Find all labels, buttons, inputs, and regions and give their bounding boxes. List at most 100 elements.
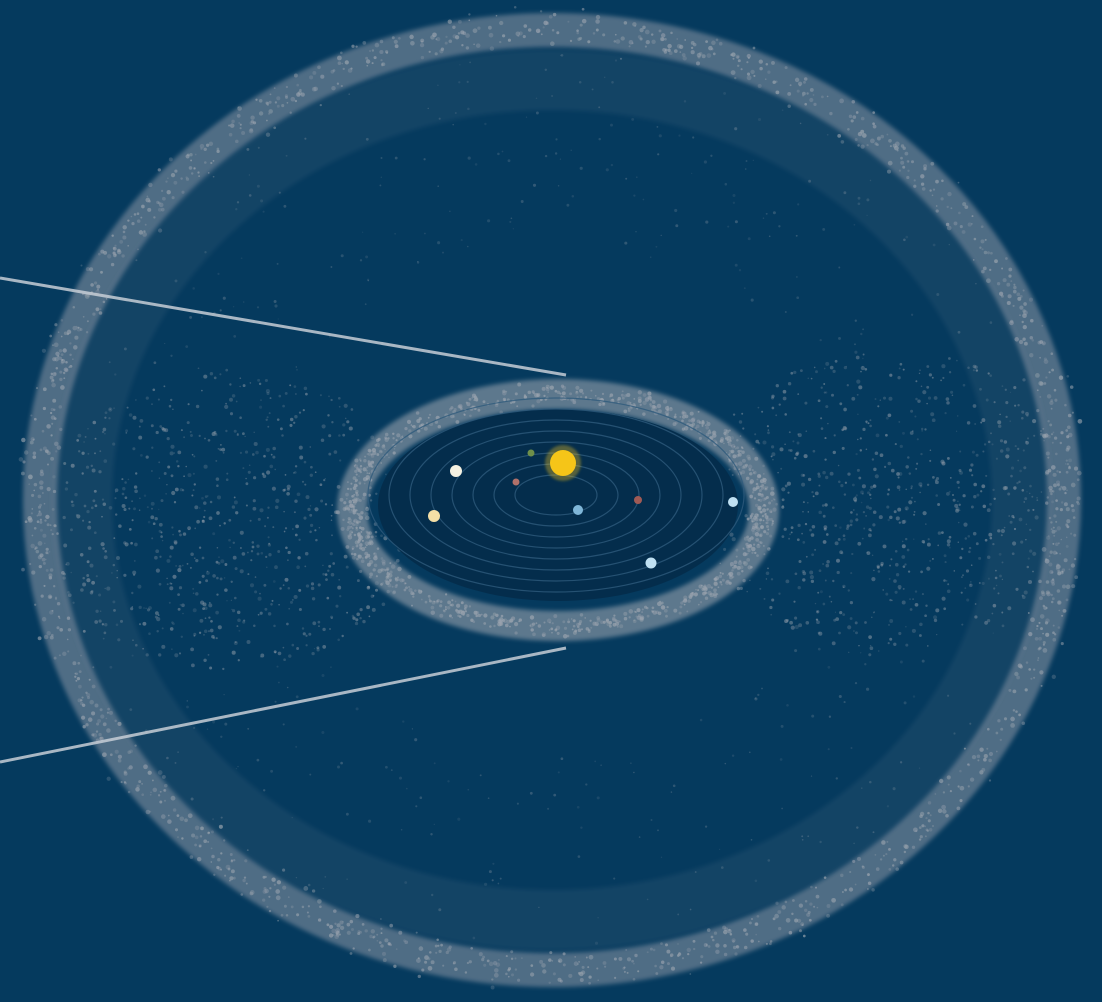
dust-particle <box>898 169 902 172</box>
dust-particle <box>245 477 247 480</box>
dust-particle <box>576 396 579 399</box>
dust-particle <box>357 513 361 517</box>
dust-particle <box>291 643 295 647</box>
dust-particle <box>192 608 197 613</box>
dust-particle <box>815 618 818 621</box>
dust-particle <box>263 789 266 792</box>
dust-particle <box>1066 445 1071 450</box>
dust-particle <box>657 601 662 607</box>
dust-particle <box>229 853 233 856</box>
dust-particle <box>966 598 970 602</box>
dust-particle <box>854 138 858 141</box>
dust-particle <box>470 618 474 622</box>
dust-particle <box>378 449 383 454</box>
dust-particle <box>455 420 460 424</box>
dust-particle <box>195 558 199 563</box>
dust-particle <box>141 793 145 797</box>
dust-particle <box>1010 723 1015 728</box>
dust-particle <box>943 554 947 558</box>
dust-particle <box>588 954 594 960</box>
dust-particle <box>507 38 511 42</box>
dust-particle <box>236 201 240 204</box>
dust-particle <box>284 577 289 582</box>
dust-particle <box>287 550 291 555</box>
dust-particle <box>75 679 78 682</box>
dust-particle <box>942 376 945 380</box>
dust-particle <box>590 389 593 392</box>
dust-particle <box>296 83 300 87</box>
dust-particle <box>794 624 799 630</box>
dust-particle <box>137 248 139 251</box>
dust-particle <box>887 518 890 522</box>
dust-particle <box>751 546 756 552</box>
dust-particle <box>1059 552 1061 555</box>
dust-particle <box>232 541 236 545</box>
dust-particle <box>839 98 844 104</box>
dust-particle <box>946 225 952 231</box>
dust-particle <box>1009 520 1013 524</box>
dust-particle <box>1015 587 1019 591</box>
dust-particle <box>767 528 770 531</box>
dust-particle <box>94 452 96 455</box>
dust-particle <box>339 497 344 502</box>
dust-particle <box>197 857 202 862</box>
dust-particle <box>769 942 772 946</box>
dust-particle <box>358 467 363 472</box>
dust-particle <box>331 534 333 537</box>
dust-particle <box>1062 609 1067 613</box>
dust-particle <box>674 421 678 425</box>
dust-particle <box>557 771 560 774</box>
dust-particle <box>488 32 494 38</box>
dust-particle <box>663 399 668 404</box>
dust-particle <box>988 779 992 782</box>
dust-particle <box>868 635 872 639</box>
dust-particle <box>197 171 200 174</box>
dust-particle <box>865 448 868 451</box>
dust-particle <box>959 769 962 773</box>
dust-particle <box>781 505 785 509</box>
dust-particle <box>46 424 51 429</box>
dust-particle <box>477 613 482 618</box>
dust-particle <box>350 408 354 411</box>
dust-particle <box>151 470 153 472</box>
dust-particle <box>595 19 600 24</box>
dust-particle <box>352 511 356 515</box>
dust-particle <box>1016 675 1020 680</box>
dust-particle <box>673 415 677 419</box>
dust-particle <box>380 568 385 572</box>
dust-particle <box>788 431 791 434</box>
dust-particle <box>639 37 643 41</box>
dust-particle <box>875 867 880 871</box>
dust-particle <box>321 730 325 735</box>
dust-particle <box>225 864 231 870</box>
dust-particle <box>208 616 211 619</box>
dust-particle <box>377 568 382 574</box>
dust-particle <box>803 908 808 913</box>
dust-particle <box>1051 597 1055 601</box>
dust-particle <box>464 604 468 609</box>
dust-particle <box>1009 320 1014 326</box>
dust-particle <box>1053 514 1057 518</box>
dust-particle <box>324 573 328 576</box>
dust-particle <box>1042 640 1046 645</box>
dust-particle <box>117 754 123 759</box>
dust-particle <box>94 504 98 508</box>
dust-particle <box>384 436 387 439</box>
dust-particle <box>826 560 830 564</box>
dust-particle <box>88 678 91 681</box>
dust-particle <box>235 511 239 515</box>
dust-particle <box>794 649 798 653</box>
dust-particle <box>825 361 830 366</box>
dust-particle <box>1025 440 1028 443</box>
dust-particle <box>245 504 248 507</box>
dust-particle <box>555 625 561 631</box>
dust-particle <box>972 531 977 536</box>
dust-particle <box>362 492 367 497</box>
dust-particle <box>364 546 367 549</box>
dust-particle <box>276 418 280 421</box>
dust-particle <box>157 168 161 172</box>
dust-particle <box>317 65 321 70</box>
dust-particle <box>811 490 814 494</box>
dust-particle <box>1052 542 1055 545</box>
dust-particle <box>703 584 707 588</box>
